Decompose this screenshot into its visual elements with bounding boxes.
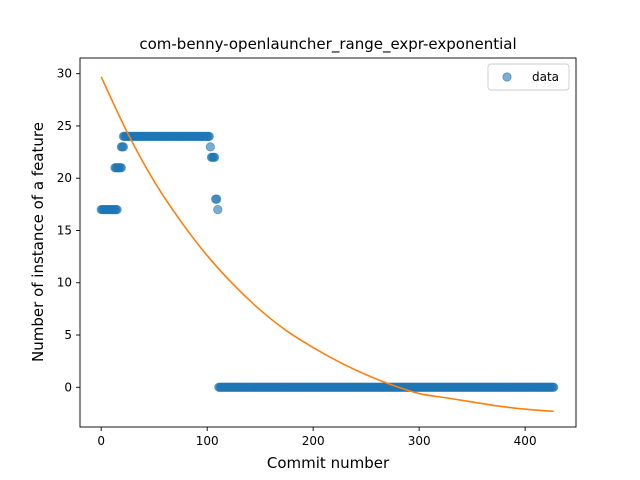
legend-marker [502,72,512,82]
axes: 0 100 200 300 400 0 5 10 15 20 25 30 [57,57,577,448]
plot-area [96,76,559,413]
data-point [212,194,222,204]
y-tick-label: 0 [64,380,72,394]
y-tick-label: 25 [57,119,72,133]
x-tick-label: 100 [196,434,219,448]
plot-frame [79,57,577,428]
chart-title: com-benny-openlauncher_range_expr-expone… [139,35,516,54]
data-point [210,152,220,162]
y-tick-label: 15 [57,223,72,237]
x-tick-label: 400 [514,434,537,448]
data-point [118,142,129,152]
legend-box [487,63,570,91]
y-tick-label: 30 [57,67,72,81]
y-tick-label: 5 [64,328,72,342]
y-tick-label: 20 [57,171,72,185]
data-point [112,204,122,215]
x-tick-label: 300 [408,434,431,448]
y-tick-label: 10 [57,276,72,290]
data-point [116,163,126,173]
data-point [549,382,559,392]
x-tick-label: 0 [97,434,105,448]
x-tick-label: 200 [302,434,325,448]
x-axis-label: Commit number [267,454,390,472]
legend: data [487,63,570,91]
legend-label: data [532,70,559,84]
data-point [205,142,215,152]
exponential-fit-line [100,76,554,413]
data-point [204,131,214,141]
y-axis-label: Number of instance of a feature [29,122,47,362]
data-point [213,204,223,215]
